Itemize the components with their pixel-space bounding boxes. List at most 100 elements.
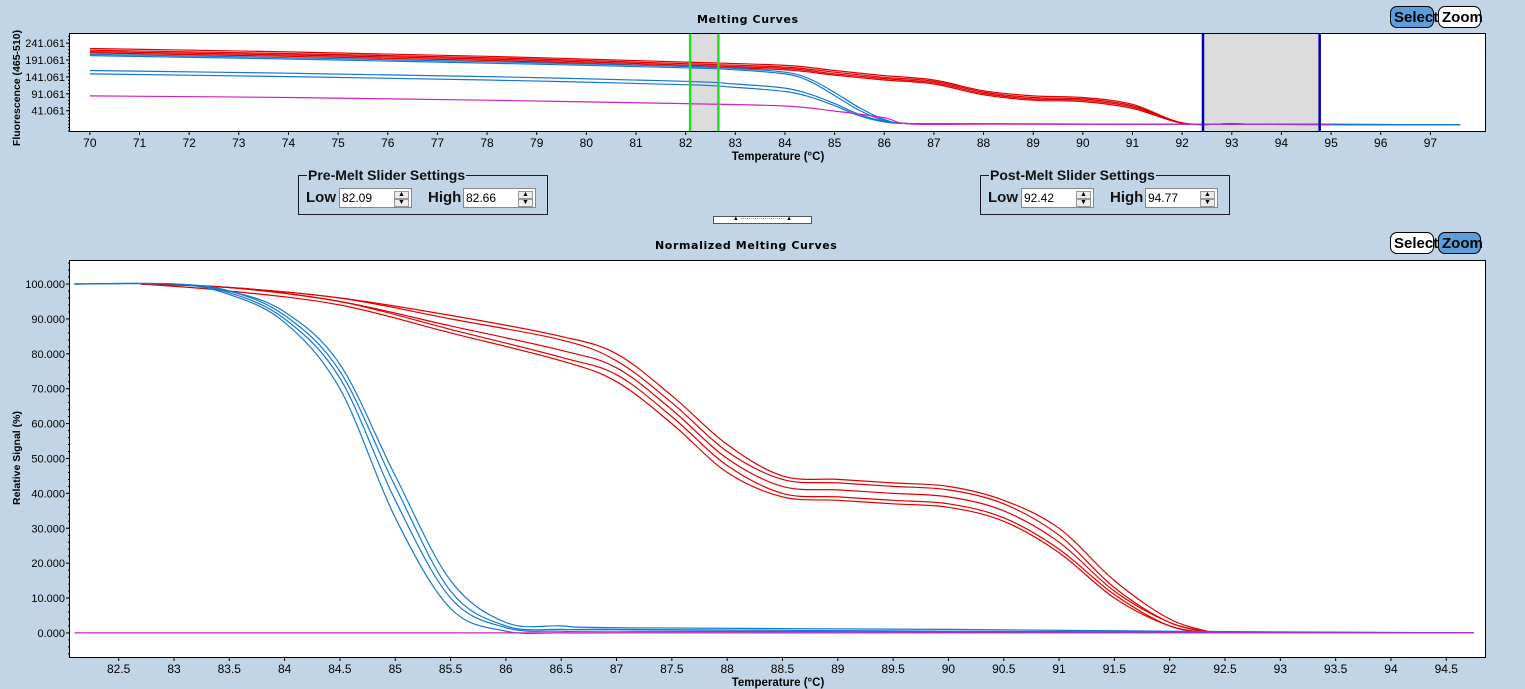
top-zoom-button[interactable]: Zoom [1438, 6, 1483, 28]
x-tick-label: 94 [1275, 136, 1289, 150]
series-line-red-3[interactable] [140, 283, 1215, 634]
post-melt-settings-group: Post-Melt Slider Settings Low 92.42 ▲ ▼ … [980, 167, 1230, 215]
x-tick-label: 84 [778, 136, 792, 150]
y-tick-label: 40.000 [31, 488, 65, 500]
x-tick-label: 85 [389, 662, 403, 676]
series-line-control[interactable] [89, 95, 1332, 126]
series-line-red-2[interactable] [140, 283, 1215, 634]
post-melt-high-spinner[interactable]: 94.77 ▲ ▼ [1145, 188, 1218, 208]
normalized-melting-curves-chart[interactable]: 82.5 83 83.5 84 84.5 85 85.5 86 86.5 87 87.5 88 88.5… [0, 250, 1525, 689]
x-tick-label: 82.5 [107, 662, 131, 676]
pre-melt-legend: Pre-Melt Slider Settings [307, 167, 467, 183]
x-tick-label: 86 [499, 662, 513, 676]
y-tick-label: 80.000 [31, 349, 65, 361]
spin-down-icon[interactable]: ▼ [394, 199, 409, 207]
y-tick-label: 60.000 [31, 419, 65, 431]
top-y-axis-label: Fluorescence (465-510) [11, 30, 23, 146]
series-line-blue-3[interactable] [74, 282, 1474, 634]
x-tick-label: 84.5 [328, 662, 352, 676]
top-x-axis: 70 71 72 73 74 75 76 77 78 79 80 81 82 83 84 85 86 87 88 89… [83, 131, 1437, 150]
spin-up-icon[interactable]: ▲ [518, 191, 533, 199]
bottom-x-axis: 82.5 83 83.5 84 84.5 85 85.5 86 86.5 87 87.5 88 88.5… [107, 657, 1458, 676]
y-tick-label: 90.000 [31, 314, 65, 326]
spin-up-icon[interactable]: ▲ [1076, 191, 1091, 199]
y-tick-label: 100.000 [25, 279, 65, 291]
x-tick-label: 87 [610, 662, 624, 676]
post-melt-high-value[interactable]: 94.77 [1148, 191, 1179, 205]
y-tick-label: 50.000 [31, 453, 65, 465]
spin-up-icon[interactable]: ▲ [394, 191, 409, 199]
spin-down-icon[interactable]: ▼ [1200, 199, 1215, 207]
x-tick-label: 88.5 [771, 662, 795, 676]
x-tick-label: 79 [530, 136, 544, 150]
x-tick-label: 96 [1374, 136, 1388, 150]
top-select-button[interactable]: Select [1390, 6, 1438, 28]
x-tick-label: 90 [942, 662, 956, 676]
x-tick-label: 73 [232, 136, 246, 150]
x-tick-label: 87.5 [660, 662, 684, 676]
x-tick-label: 88 [720, 662, 734, 676]
x-tick-label: 84 [278, 662, 292, 676]
series-line-red-4[interactable] [140, 283, 1214, 634]
x-tick-label: 91 [1126, 136, 1140, 150]
pre-melt-low-label: Low [306, 189, 336, 206]
top-chart-title: Melting Curves [697, 13, 799, 26]
bottom-x-axis-label: Temperature (°C) [732, 677, 825, 689]
y-tick-label: 141.061 [25, 72, 65, 84]
y-tick-label: 30.000 [31, 523, 65, 535]
top-x-axis-label: Temperature (°C) [732, 151, 825, 163]
post-melt-low-spinner[interactable]: 92.42 ▲ ▼ [1021, 188, 1094, 208]
x-tick-label: 86 [878, 136, 892, 150]
x-tick-label: 85.5 [439, 662, 463, 676]
post-melt-region [1202, 34, 1320, 131]
series-line-blue-1[interactable] [74, 282, 1474, 634]
x-tick-label: 74 [282, 136, 296, 150]
series-line-red-1[interactable] [140, 283, 1215, 634]
post-melt-high-label: High [1110, 189, 1144, 206]
melting-curves-chart[interactable]: 70 71 72 73 74 75 76 77 78 79 80 81 82 83 84 85 86 87 88 89… [0, 0, 1525, 170]
x-tick-label: 77 [431, 136, 445, 150]
post-melt-legend: Post-Melt Slider Settings [989, 167, 1156, 183]
x-tick-label: 90.5 [992, 662, 1016, 676]
x-tick-label: 86.5 [550, 662, 574, 676]
x-tick-label: 89.5 [881, 662, 905, 676]
x-tick-label: 72 [182, 136, 196, 150]
x-tick-label: 97 [1424, 136, 1438, 150]
y-tick-label: 41.061 [31, 106, 65, 118]
spin-up-icon[interactable]: ▲ [1200, 191, 1215, 199]
x-tick-label: 87 [927, 136, 941, 150]
bottom-select-button[interactable]: Select [1390, 232, 1438, 254]
pre-melt-high-value[interactable]: 82.66 [466, 191, 497, 205]
x-tick-label: 94.5 [1435, 662, 1459, 676]
spin-down-icon[interactable]: ▼ [518, 199, 533, 207]
pre-melt-settings-group: Pre-Melt Slider Settings Low 82.09 ▲ ▼ H… [298, 167, 548, 215]
x-tick-label: 94 [1384, 662, 1398, 676]
spin-down-icon[interactable]: ▼ [1076, 199, 1091, 207]
bottom-chart-title: Normalized Melting Curves [655, 239, 838, 252]
y-tick-label: 191.061 [25, 55, 65, 67]
x-tick-label: 91.5 [1103, 662, 1127, 676]
x-tick-label: 82 [679, 136, 693, 150]
pre-melt-low-value[interactable]: 82.09 [342, 191, 373, 205]
post-melt-low-value[interactable]: 92.42 [1024, 191, 1055, 205]
bottom-series-group [74, 282, 1474, 635]
pre-melt-high-spinner[interactable]: 82.66 ▲ ▼ [463, 188, 536, 208]
y-tick-label: 20.000 [31, 558, 65, 570]
x-tick-label: 78 [480, 136, 494, 150]
x-tick-label: 92 [1175, 136, 1189, 150]
y-tick-label: 10.000 [31, 593, 65, 605]
bottom-zoom-button[interactable]: Zoom [1438, 232, 1483, 254]
pre-melt-low-spinner[interactable]: 82.09 ▲ ▼ [339, 188, 412, 208]
x-tick-label: 83 [167, 662, 181, 676]
bottom-y-axis: 100.000 90.000 80.000 70.000 60.000 50.000 40.… [25, 262, 70, 655]
x-tick-label: 83.5 [218, 662, 242, 676]
top-y-axis: 241.061 191.061 141.061 91.061 41.061 [25, 35, 70, 132]
series-line-red-5[interactable] [140, 283, 1214, 634]
x-tick-label: 91 [1052, 662, 1066, 676]
y-tick-label: 91.061 [31, 89, 65, 101]
panel-splitter-handle[interactable]: ▲ ······················ ▲ [713, 216, 812, 224]
y-tick-label: 0.000 [37, 628, 65, 640]
x-tick-label: 92.5 [1213, 662, 1237, 676]
x-tick-label: 92 [1163, 662, 1177, 676]
x-tick-label: 90 [1076, 136, 1090, 150]
